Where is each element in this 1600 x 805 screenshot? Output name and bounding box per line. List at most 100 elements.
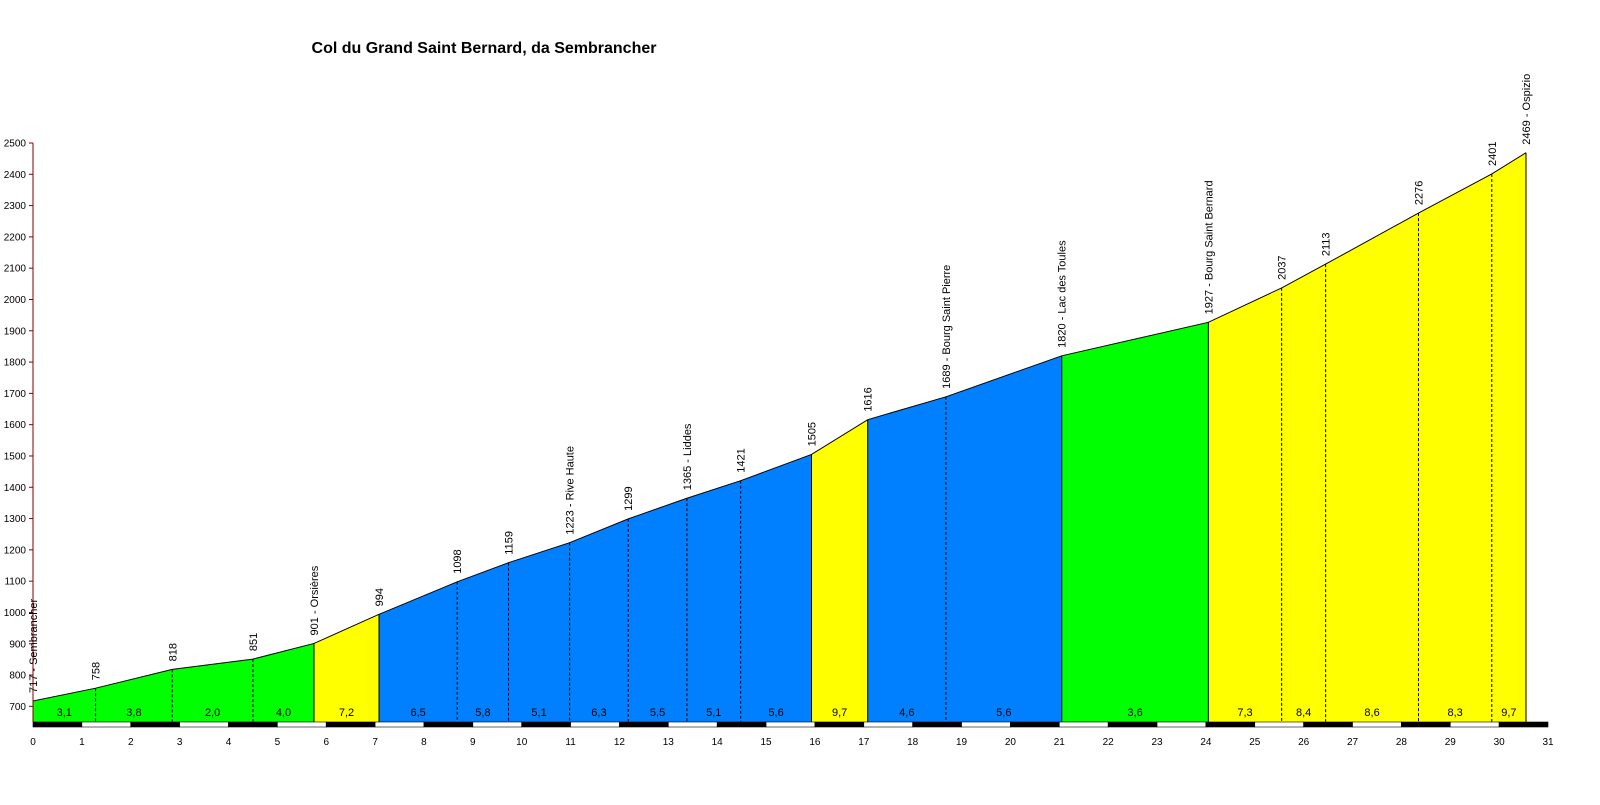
km-bar (32, 721, 1549, 728)
x-tick-label: 13 (663, 737, 675, 748)
x-tick-label: 15 (761, 737, 773, 748)
x-tick-label: 9 (470, 737, 476, 748)
x-tick-label: 8 (421, 737, 427, 748)
y-tick-label: 900 (9, 639, 26, 650)
y-tick-label: 800 (9, 671, 26, 682)
y-tick-label: 1100 (4, 577, 26, 588)
x-tick-label: 0 (30, 737, 36, 748)
y-tick-label: 1300 (4, 514, 27, 525)
x-tick-label: 28 (1396, 737, 1408, 748)
km-bar-cell (521, 721, 571, 728)
segment-fill (811, 419, 868, 722)
km-bar-cell (570, 721, 620, 728)
altitude-label: 851 (248, 633, 260, 651)
gradient-label: 3,1 (57, 707, 72, 719)
segment-fill (945, 355, 1062, 722)
x-tick-label: 3 (177, 737, 183, 748)
gradient-label: 5,1 (531, 707, 546, 719)
segment-fill (95, 669, 173, 722)
y-tick-label: 1800 (4, 358, 27, 369)
gradient-label: 7,3 (1237, 707, 1252, 719)
gradient-label: 8,6 (1364, 707, 1379, 719)
segment-fill (867, 396, 946, 722)
km-bar-cell (863, 721, 913, 728)
x-tick-label: 23 (1151, 737, 1163, 748)
segment-fill (1418, 173, 1492, 723)
km-bar-cell (765, 721, 816, 728)
km-bar-cell (668, 721, 718, 728)
gradient-label: 9,7 (1501, 707, 1516, 719)
km-bar-cell (1058, 721, 1109, 728)
x-tick-label: 12 (614, 737, 626, 748)
km-bar-cell (961, 721, 1011, 728)
altitude-label: 1299 (623, 486, 635, 510)
km-bar-cell (1205, 721, 1256, 728)
altitude-label: 2037 (1277, 255, 1289, 279)
y-tick-label: 1700 (4, 389, 27, 400)
y-tick-label: 1900 (4, 326, 27, 337)
km-bar-cell (374, 721, 425, 728)
gradient-label: 5,6 (768, 707, 783, 719)
km-bar-cell (814, 721, 865, 728)
segment-fill (569, 518, 629, 722)
x-tick-label: 27 (1347, 737, 1359, 748)
profile-line-group (32, 152, 1527, 702)
x-tick-label: 16 (809, 737, 821, 748)
segment-fill (172, 659, 253, 722)
y-tick-label: 1400 (4, 483, 27, 494)
y-tick-label: 2400 (4, 170, 27, 181)
segment-fill (379, 581, 458, 722)
y-tick-label: 1200 (4, 545, 27, 556)
km-bar-cell (619, 721, 669, 728)
y-tick-label: 1000 (4, 608, 27, 619)
km-bar-cell (228, 721, 278, 728)
y-tick-label: 1500 (4, 451, 27, 462)
x-tick-label: 20 (1005, 737, 1017, 748)
altitude-labels: 717 - Sembrancher 758 818 851 901 - Orsières… (28, 74, 1533, 693)
gradient-segments (33, 152, 1527, 723)
km-bar-cell (325, 721, 376, 728)
altitude-label: 1616 (863, 387, 875, 411)
km-bar-cell (179, 721, 229, 728)
km-bar-cell (81, 721, 132, 728)
segment-fill (1281, 264, 1326, 722)
x-tick-label: 29 (1445, 737, 1457, 748)
km-bar-cell (472, 721, 523, 728)
altitude-label: 717 - Sembrancher (28, 599, 40, 693)
altitude-label: 1927 - Bourg Saint Bernard (1203, 180, 1215, 314)
gradient-label: 9,7 (832, 707, 847, 719)
km-bar-cell (130, 721, 180, 728)
gradient-label: 7,2 (339, 707, 354, 719)
x-tick-label: 4 (226, 737, 232, 748)
km-bar-cell (423, 721, 474, 728)
gradient-label: 4,6 (899, 707, 914, 719)
x-tick-label: 14 (712, 737, 724, 748)
km-bar-cell (716, 721, 767, 728)
x-tick-label: 5 (275, 737, 281, 748)
x-tick-label: 17 (858, 737, 870, 748)
segment-fill (1491, 152, 1527, 723)
segment-fill (740, 454, 812, 722)
x-tick-label: 30 (1494, 737, 1506, 748)
gradient-label: 5,8 (475, 707, 490, 719)
gradient-label: 5,5 (650, 707, 665, 719)
segment-fill (457, 562, 509, 722)
altitude-label: 818 (167, 643, 179, 661)
segment-fill (686, 480, 741, 722)
y-tick-label: 2100 (4, 264, 27, 275)
x-tick-label: 21 (1054, 737, 1066, 748)
x-tick-label: 22 (1103, 737, 1115, 748)
chart-title: Col du Grand Saint Bernard, da Sembranch… (312, 40, 657, 57)
altitude-label: 2401 (1487, 141, 1499, 165)
segment-fill (33, 688, 96, 722)
tick-labels: 7008009001000110012001300140015001600170… (4, 139, 1554, 749)
profile-line (32, 152, 1527, 702)
gradient-label: 6,3 (591, 707, 606, 719)
gradient-label: 6,5 (410, 707, 425, 719)
x-tick-label: 2 (128, 737, 134, 748)
gradient-labels: 3,1 3,8 2,0 4,0 7,2 6,5 5,8 5,1 6,3 5,5 5,1 5,6 9,7 4… (57, 707, 1517, 719)
segment-fill (1325, 213, 1419, 722)
segment-fill (314, 614, 380, 722)
gradient-label: 5,6 (996, 707, 1011, 719)
x-tick-label: 1 (79, 737, 85, 748)
